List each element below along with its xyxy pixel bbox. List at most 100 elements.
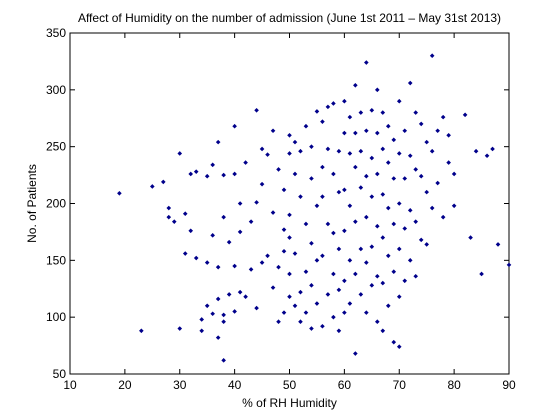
- data-point: [369, 155, 375, 161]
- data-point: [226, 292, 232, 297]
- data-point: [303, 310, 309, 315]
- data-point: [369, 107, 375, 113]
- data-point: [276, 264, 281, 270]
- data-point: [237, 229, 243, 235]
- data-point: [358, 148, 364, 154]
- data-point: [396, 98, 402, 104]
- data-point: [320, 194, 325, 199]
- data-point: [446, 133, 451, 138]
- data-point: [342, 187, 347, 193]
- data-point: [364, 173, 369, 179]
- data-point: [369, 283, 375, 288]
- x-tick-label: 90: [502, 378, 516, 392]
- y-tick-label: 150: [46, 253, 66, 267]
- y-tick-label: 300: [46, 83, 66, 97]
- data-point: [353, 351, 358, 356]
- data-point: [495, 242, 501, 247]
- x-tick-label: 10: [63, 378, 77, 392]
- data-point: [385, 303, 391, 309]
- data-point: [358, 110, 364, 115]
- data-point: [380, 110, 386, 115]
- data-point: [243, 160, 248, 165]
- data-point: [331, 101, 336, 106]
- y-axis-label: No. of Patients: [25, 164, 39, 243]
- y-tick-label: 200: [46, 197, 66, 211]
- data-point: [204, 260, 210, 265]
- data-point: [314, 301, 320, 306]
- data-point: [320, 253, 325, 259]
- data-point: [364, 214, 369, 220]
- axes-box: [69, 32, 510, 375]
- data-point: [287, 151, 292, 156]
- data-point: [396, 151, 402, 156]
- data-point: [287, 235, 292, 240]
- data-point: [320, 323, 325, 329]
- data-point: [292, 139, 298, 145]
- data-point: [243, 294, 248, 300]
- data-point: [364, 260, 369, 265]
- data-point: [177, 151, 183, 156]
- data-point: [336, 246, 342, 252]
- data-point: [325, 292, 331, 297]
- data-point: [468, 235, 473, 240]
- data-point: [139, 328, 144, 334]
- data-point: [287, 294, 292, 300]
- data-point: [221, 172, 226, 178]
- data-point: [396, 344, 402, 350]
- data-point: [402, 278, 408, 284]
- x-tick-label: 50: [283, 378, 297, 392]
- data-point: [353, 219, 358, 224]
- data-point: [385, 205, 391, 211]
- data-point: [435, 128, 440, 134]
- data-point: [270, 210, 276, 215]
- data-point: [325, 104, 331, 110]
- data-point: [375, 319, 380, 325]
- data-point: [396, 201, 402, 206]
- data-point: [402, 176, 408, 181]
- data-point: [347, 151, 353, 156]
- data-point: [309, 283, 314, 288]
- data-point: [375, 87, 380, 93]
- data-point: [309, 240, 314, 246]
- data-point: [215, 335, 221, 340]
- data-point: [281, 310, 287, 315]
- data-point: [347, 258, 353, 263]
- data-point: [292, 171, 298, 177]
- data-point: [292, 251, 298, 256]
- data-point: [325, 221, 331, 227]
- data-point: [506, 262, 512, 268]
- data-point: [221, 214, 226, 220]
- data-point: [265, 152, 270, 157]
- data-point: [473, 148, 479, 154]
- data-point: [182, 211, 188, 217]
- data-point: [281, 187, 287, 193]
- data-point: [391, 137, 397, 143]
- data-point: [451, 203, 457, 209]
- data-point: [418, 173, 424, 179]
- data-point: [413, 273, 419, 279]
- x-axis-ticks: 10 20 30 40 50 60 70 80 90: [63, 33, 516, 392]
- data-point: [232, 123, 237, 129]
- data-point: [364, 310, 369, 315]
- x-tick-label: 70: [393, 378, 407, 392]
- data-point: [248, 267, 254, 272]
- data-point: [259, 146, 265, 152]
- data-point: [440, 214, 446, 220]
- data-point: [369, 244, 375, 249]
- data-point: [298, 289, 303, 295]
- data-point: [254, 107, 259, 113]
- data-point: [210, 233, 215, 238]
- data-point: [358, 185, 364, 190]
- data-point: [380, 280, 386, 286]
- x-tick-label: 20: [118, 378, 132, 392]
- data-point: [380, 146, 386, 152]
- data-point: [358, 246, 364, 252]
- data-point: [424, 139, 429, 145]
- data-point: [385, 123, 391, 129]
- data-point: [193, 169, 199, 174]
- data-point: [150, 184, 155, 189]
- x-tick-label: 30: [173, 378, 187, 392]
- data-point: [336, 148, 342, 154]
- data-point: [320, 164, 325, 170]
- data-point: [435, 180, 440, 186]
